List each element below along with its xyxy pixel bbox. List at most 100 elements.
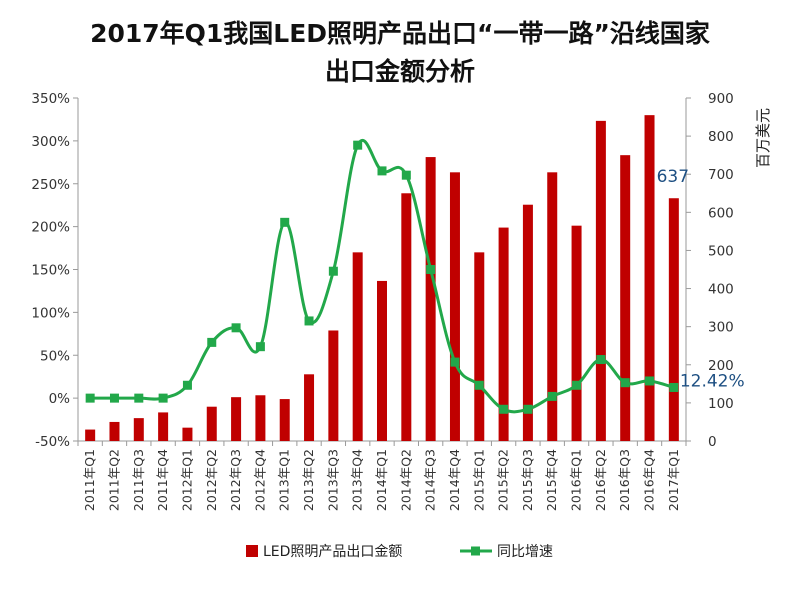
y-left-tick-label: 300% [31,134,70,150]
bar [498,227,509,441]
bar [547,172,558,442]
chart-title-line1: 2017年Q1我国LED照明产品出口“一带一路”沿线国家 [90,19,710,48]
x-tick-label: 2013年Q2 [301,449,316,511]
x-tick-label: 2013年Q4 [350,449,365,511]
y-right-tick-label: 800 [708,129,734,145]
bar [304,374,315,441]
line-value-annotation: 12.42% [680,371,745,391]
x-tick-label: 2011年Q2 [106,449,121,511]
x-tick-label: 2012年Q4 [252,449,267,511]
x-tick-label: 2017年Q1 [666,449,681,511]
bar [571,225,582,441]
growth-point [523,404,533,414]
bar [182,427,193,441]
legend-bar-label: LED照明产品出口金额 [263,544,402,560]
x-tick-label: 2015年Q2 [496,449,511,511]
x-tick-label: 2015年Q1 [471,449,486,511]
growth-point [85,393,95,403]
bar [352,252,363,441]
bar [522,204,533,441]
bar [449,172,460,442]
growth-point [547,391,557,401]
growth-point [353,140,363,150]
growth-point [377,166,387,176]
legend-line-marker [471,546,480,556]
y-left-tick-label: 350% [31,91,70,107]
growth-point [669,382,679,392]
growth-point [158,393,168,403]
bar [644,115,655,442]
y-left-tick-label: 100% [31,305,70,321]
chart-title-line2: 出口金额分析 [324,57,475,86]
growth-point [231,323,241,333]
growth-point [450,357,460,367]
growth-point [109,393,119,403]
growth-point [280,217,290,227]
legend-line-label: 同比增速 [497,544,553,560]
bar [425,157,436,442]
bar [279,399,290,441]
bar [231,397,242,441]
y-left-tick-label: 50% [40,348,70,364]
growth-point [328,266,338,276]
bar [255,395,266,441]
x-tick-label: 2014年Q3 [423,449,438,511]
y-right-tick-label: 0 [708,434,717,450]
x-tick-label: 2013年Q1 [277,449,292,511]
bar [328,330,339,441]
legend-bar-swatch [246,545,258,557]
y-right-axis-label: 百万美元 [754,108,772,168]
y-left-tick-label: 150% [31,263,70,279]
bar [206,406,217,441]
growth-point [645,376,655,386]
x-tick-label: 2014年Q2 [398,449,413,511]
bar-value-annotation: 637 [657,167,689,187]
growth-point [401,170,411,180]
x-tick-label: 2016年Q2 [593,449,608,511]
x-tick-label: 2015年Q3 [520,449,535,511]
y-right-tick-label: 900 [708,91,734,107]
y-right-tick-label: 300 [708,320,734,336]
x-tick-label: 2014年Q1 [374,449,389,511]
growth-point [207,337,217,347]
x-tick-label: 2015年Q4 [544,449,559,511]
growth-point [182,380,192,390]
bar [401,193,412,441]
x-tick-label: 2013年Q3 [325,449,340,511]
y-left-tick-label: 250% [31,177,70,193]
growth-point [426,265,436,274]
bar [377,280,387,441]
bar [158,412,169,441]
growth-point [499,404,509,414]
growth-point [134,393,144,403]
y-right-tick-label: 600 [708,205,734,221]
y-right-tick-label: 500 [708,243,734,259]
x-tick-label: 2011年Q1 [82,449,97,511]
bar [85,429,96,441]
y-right-tick-label: 200 [708,358,734,374]
x-tick-label: 2014年Q4 [447,449,462,511]
x-tick-label: 2016年Q3 [617,449,632,511]
y-right-tick-label: 100 [708,396,734,412]
x-tick-label: 2012年Q1 [179,449,194,511]
y-right-tick-label: 700 [708,167,734,183]
growth-point [304,316,314,326]
growth-point [255,342,265,352]
x-tick-label: 2016年Q1 [569,449,584,511]
bar [133,418,144,441]
x-tick-label: 2011年Q4 [155,449,170,511]
growth-point [596,355,606,365]
y-left-tick-label: 200% [31,220,70,236]
growth-line [90,139,675,414]
x-tick-label: 2016年Q4 [642,449,657,511]
bar [109,421,120,441]
y-left-tick-label: -50% [35,434,70,450]
x-tick-label: 2012年Q3 [228,449,243,511]
x-tick-label: 2012年Q2 [204,449,219,511]
bar [474,252,485,441]
bar [620,155,631,441]
growth-point [572,380,582,390]
bar [595,120,606,441]
